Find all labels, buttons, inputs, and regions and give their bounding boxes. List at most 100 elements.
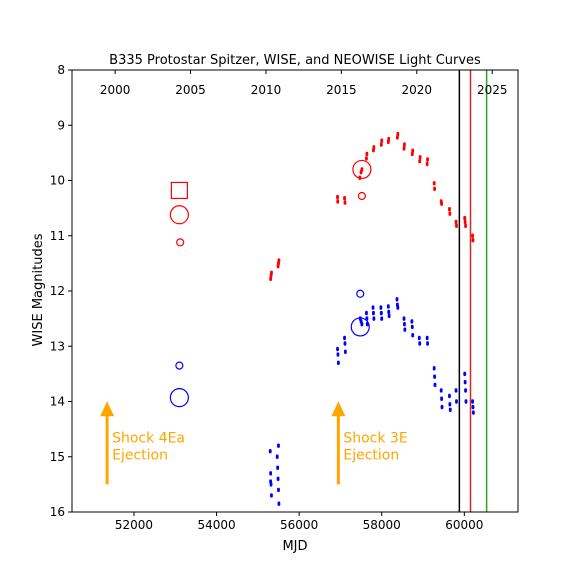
x-axis-label: MJD bbox=[282, 539, 307, 554]
data-point bbox=[454, 219, 458, 225]
data-point-open-circle bbox=[169, 388, 189, 408]
data-point bbox=[270, 493, 273, 498]
data-point-open-square bbox=[170, 181, 188, 200]
data-point bbox=[277, 258, 281, 263]
data-point bbox=[365, 310, 368, 316]
data-point bbox=[372, 316, 376, 321]
data-point bbox=[336, 346, 339, 352]
data-point bbox=[343, 195, 346, 201]
data-point-open-circle bbox=[175, 361, 184, 370]
data-point-open-circle bbox=[176, 238, 185, 247]
data-point bbox=[336, 352, 340, 357]
data-point bbox=[343, 349, 347, 354]
series-3 bbox=[169, 159, 372, 247]
top-tick-label: 2020 bbox=[402, 83, 433, 97]
data-point bbox=[277, 487, 280, 493]
data-point bbox=[395, 297, 399, 302]
data-point-open-circle bbox=[169, 205, 189, 225]
annotation-arrow-head bbox=[100, 401, 115, 417]
data-point bbox=[464, 399, 468, 404]
y-tick-label: 14 bbox=[50, 395, 65, 409]
y-tick-label: 13 bbox=[50, 339, 65, 353]
data-point bbox=[396, 135, 399, 140]
data-point bbox=[365, 151, 369, 157]
data-point bbox=[411, 148, 415, 153]
top-tick-label: 2025 bbox=[477, 83, 508, 97]
y-axis-label: WISE Magnitudes bbox=[31, 233, 46, 346]
data-point bbox=[379, 142, 383, 147]
data-point bbox=[336, 360, 340, 366]
x-tick-label: 54000 bbox=[197, 518, 235, 532]
data-point bbox=[410, 151, 414, 157]
data-point bbox=[396, 305, 400, 310]
data-point bbox=[371, 305, 375, 310]
data-point bbox=[417, 335, 421, 341]
data-point bbox=[463, 219, 467, 225]
data-point bbox=[432, 366, 436, 371]
data-point bbox=[379, 310, 383, 316]
series-4 bbox=[169, 289, 370, 408]
annotation-arrow-head bbox=[331, 401, 346, 417]
top-tick-label: 2015 bbox=[326, 83, 357, 97]
data-point bbox=[403, 327, 407, 332]
data-point bbox=[433, 382, 437, 388]
data-point bbox=[396, 131, 400, 137]
y-axis-ticks: 8 9 10 11 12 13 14 15 16 bbox=[50, 63, 72, 519]
data-point bbox=[277, 443, 280, 448]
annotation-text: Ejection bbox=[343, 447, 399, 463]
data-point bbox=[463, 215, 467, 221]
top-axis-ticks: 2000 2005 2010 2015 2020 2025 bbox=[100, 70, 508, 97]
data-point-open-circle bbox=[350, 317, 370, 337]
data-point bbox=[402, 146, 406, 151]
series-1 bbox=[268, 297, 475, 506]
data-point bbox=[372, 310, 375, 316]
data-point bbox=[418, 341, 422, 346]
data-point bbox=[276, 465, 280, 470]
data-point bbox=[343, 200, 347, 205]
data-point bbox=[387, 313, 391, 319]
data-point bbox=[471, 233, 474, 238]
x-axis-ticks: 52000 54000 56000 58000 60000 bbox=[115, 512, 483, 532]
data-point bbox=[440, 201, 444, 206]
data-point bbox=[432, 181, 436, 186]
data-point-open-circle bbox=[352, 159, 372, 180]
y-tick-label: 10 bbox=[50, 174, 65, 188]
data-point bbox=[472, 410, 475, 415]
data-point bbox=[448, 402, 452, 407]
data-point bbox=[336, 194, 339, 200]
data-point bbox=[410, 319, 414, 324]
data-point bbox=[426, 341, 429, 346]
data-point bbox=[471, 399, 474, 404]
data-point bbox=[439, 388, 443, 393]
data-point bbox=[360, 321, 364, 327]
y-tick-label: 9 bbox=[57, 118, 65, 132]
data-point bbox=[268, 449, 272, 454]
data-point bbox=[454, 388, 458, 393]
data-point bbox=[379, 305, 383, 310]
data-point bbox=[448, 407, 452, 412]
data-point bbox=[386, 304, 390, 309]
data-point bbox=[365, 156, 368, 161]
data-point bbox=[418, 158, 422, 164]
top-tick-label: 2005 bbox=[175, 83, 206, 97]
data-point bbox=[411, 333, 415, 338]
data-point bbox=[448, 393, 451, 399]
data-point bbox=[276, 476, 280, 482]
data-point bbox=[343, 335, 346, 341]
data-point bbox=[418, 155, 422, 160]
data-point bbox=[380, 316, 384, 321]
annotation-text: Shock 4Ea bbox=[112, 430, 185, 446]
data-point bbox=[433, 186, 436, 191]
data-point bbox=[372, 145, 376, 150]
data-point bbox=[455, 399, 458, 404]
data-point bbox=[360, 167, 364, 172]
y-tick-label: 16 bbox=[50, 505, 65, 519]
data-point bbox=[463, 371, 467, 377]
x-tick-label: 58000 bbox=[363, 518, 401, 532]
data-point bbox=[448, 211, 452, 216]
